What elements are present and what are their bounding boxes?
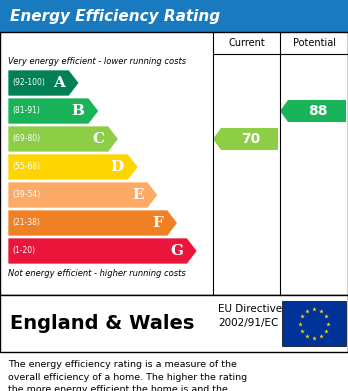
Polygon shape bbox=[8, 98, 98, 124]
Bar bbox=[0, 295, 348, 352]
Text: Not energy efficient - higher running costs: Not energy efficient - higher running co… bbox=[8, 269, 186, 278]
Polygon shape bbox=[8, 70, 79, 96]
Bar bbox=[282, 301, 346, 346]
Text: 88: 88 bbox=[308, 104, 328, 118]
Text: A: A bbox=[53, 76, 65, 90]
Text: The energy efficiency rating is a measure of the
overall efficiency of a home. T: The energy efficiency rating is a measur… bbox=[8, 360, 247, 391]
Text: Potential: Potential bbox=[293, 38, 335, 48]
Polygon shape bbox=[8, 210, 177, 236]
Text: (39-54): (39-54) bbox=[12, 190, 40, 199]
Text: (1-20): (1-20) bbox=[12, 246, 35, 255]
Polygon shape bbox=[8, 182, 158, 208]
Text: Very energy efficient - lower running costs: Very energy efficient - lower running co… bbox=[8, 57, 186, 66]
Polygon shape bbox=[213, 128, 278, 150]
Bar bbox=[0, 0, 348, 32]
Text: EU Directive: EU Directive bbox=[218, 304, 282, 314]
Text: C: C bbox=[92, 132, 104, 146]
Text: B: B bbox=[72, 104, 85, 118]
Text: (55-68): (55-68) bbox=[12, 163, 40, 172]
Polygon shape bbox=[8, 238, 197, 264]
Polygon shape bbox=[8, 126, 118, 152]
Text: F: F bbox=[152, 216, 164, 230]
Text: Current: Current bbox=[228, 38, 265, 48]
Text: Energy Efficiency Rating: Energy Efficiency Rating bbox=[10, 9, 220, 23]
Text: 2002/91/EC: 2002/91/EC bbox=[218, 318, 278, 328]
Text: 70: 70 bbox=[241, 132, 260, 146]
Text: G: G bbox=[170, 244, 183, 258]
Text: E: E bbox=[132, 188, 144, 202]
Bar bbox=[0, 32, 348, 295]
Text: D: D bbox=[111, 160, 124, 174]
Text: (92-100): (92-100) bbox=[12, 79, 45, 88]
Text: (69-80): (69-80) bbox=[12, 135, 40, 143]
Text: (81-91): (81-91) bbox=[12, 106, 40, 115]
Text: (21-38): (21-38) bbox=[12, 219, 40, 228]
Text: England & Wales: England & Wales bbox=[10, 314, 195, 333]
Polygon shape bbox=[280, 100, 346, 122]
Polygon shape bbox=[8, 154, 138, 180]
